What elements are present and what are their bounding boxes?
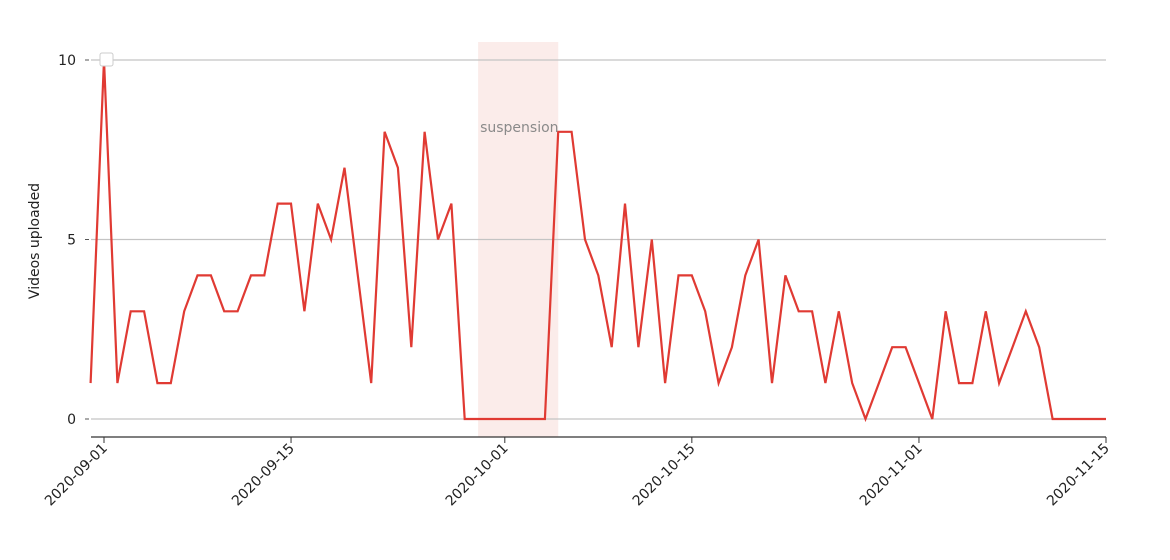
- x-tick-label: 2020-10-01: [443, 441, 512, 510]
- x-tick-label: 2020-09-15: [229, 441, 298, 510]
- x-tick-label: 2020-11-15: [1044, 441, 1113, 510]
- y-axis-label: Videos uploaded: [27, 183, 43, 299]
- y-tick-label: 0: [67, 412, 76, 428]
- x-tick-label: 2020-10-15: [630, 441, 699, 510]
- series-line-0: [89, 59, 1106, 423]
- y-tick-label: 10: [58, 53, 76, 69]
- suspension-annotation: suspension: [480, 120, 558, 136]
- legend-marker: [99, 52, 114, 67]
- y-tick-label: 5: [67, 233, 76, 249]
- x-tick-label: 2020-09-01: [42, 441, 111, 510]
- x-tick-label: 2020-11-01: [857, 441, 926, 510]
